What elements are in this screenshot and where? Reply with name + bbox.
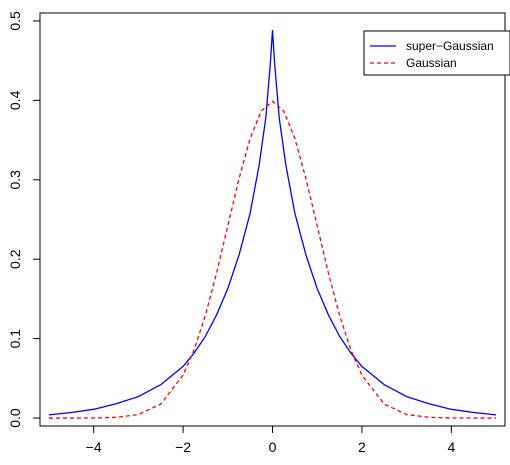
x-axis: −4 −2 0 2 4	[86, 425, 455, 455]
y-tick-label: 0.4	[7, 90, 23, 110]
legend: super−Gaussian Gaussian	[363, 30, 510, 76]
x-tick-label: −4	[86, 439, 102, 455]
y-tick-label: 0.5	[7, 11, 23, 31]
y-tick-label: 0.2	[7, 249, 23, 269]
legend-label-super-gaussian: super−Gaussian	[406, 39, 494, 53]
y-tick-label: 0.0	[7, 408, 23, 428]
x-tick-label: −2	[175, 439, 191, 455]
series-layer	[48, 29, 497, 419]
legend-label-gaussian: Gaussian	[406, 56, 457, 70]
super-gaussian-line	[48, 29, 497, 416]
y-axis: 0.0 0.1 0.2 0.3 0.4 0.5	[7, 11, 41, 428]
legend-box	[363, 30, 510, 76]
y-tick-label: 0.1	[7, 329, 23, 349]
y-tick-label: 0.3	[7, 170, 23, 190]
x-tick-label: 4	[447, 439, 455, 455]
x-tick-label: 2	[358, 439, 366, 455]
gaussian-line	[48, 100, 497, 419]
x-tick-label: 0	[269, 439, 277, 455]
